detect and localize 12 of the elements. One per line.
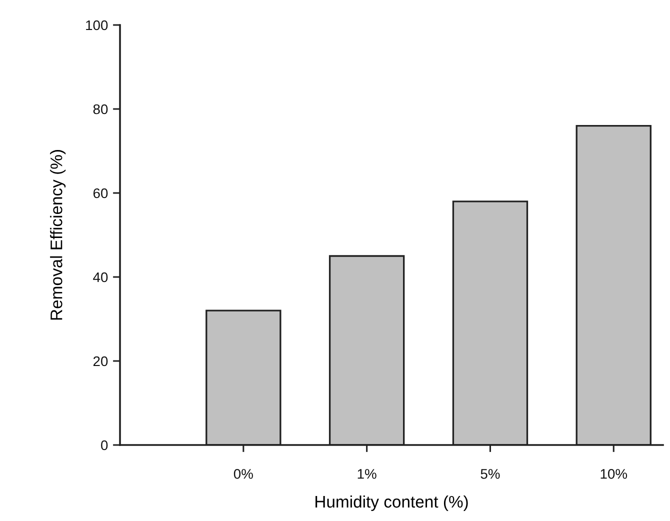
- x-tick-label: 5%: [480, 469, 500, 479]
- y-axis-title: Removal Efficiency (%): [50, 150, 66, 320]
- x-tick-label: 1%: [358, 469, 376, 479]
- y-tick-label: 0: [101, 440, 108, 450]
- y-tick-label: 100: [86, 20, 108, 30]
- y-tick-label: 40: [93, 272, 108, 282]
- y-tick-label: 20: [93, 356, 108, 366]
- y-tick-label: 60: [93, 188, 108, 198]
- x-tick-label: 10%: [600, 468, 628, 479]
- x-axis-title: Humidity content (%): [316, 495, 468, 511]
- y-tick-label: 80: [93, 104, 108, 114]
- x-tick-label: 0%: [234, 468, 253, 479]
